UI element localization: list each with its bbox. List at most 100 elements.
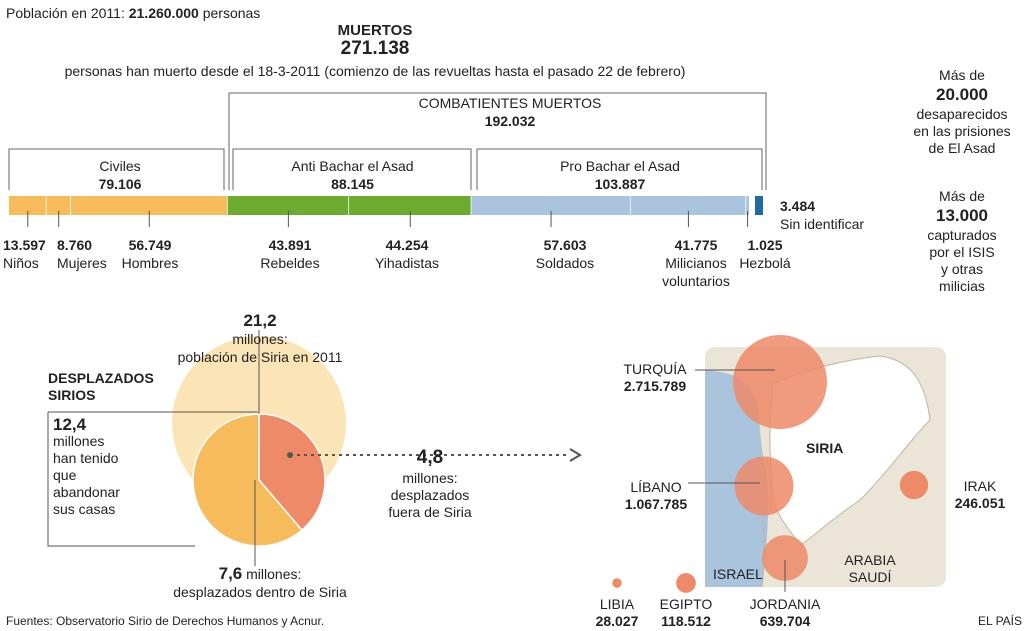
bar-ninos (9, 196, 47, 215)
note2-line: capturados (927, 227, 997, 243)
cat-rebeldes-label: Rebeldes (260, 255, 320, 271)
cat-hezbola-value: 1.025 (747, 237, 783, 253)
cat-ninos-value: 13.597 (3, 237, 46, 253)
cat-soldados: 57.603 Soldados (520, 236, 610, 272)
cat-rebeldes-value: 43.891 (268, 237, 312, 253)
civiles-bracket (8, 148, 225, 190)
credit: EL PAÍS (978, 614, 1023, 628)
cat-hombres-label: Hombres (121, 255, 179, 271)
stacked-bar (9, 196, 763, 215)
cat-hezbola: 1.025 Hezbolá (738, 236, 792, 272)
bar-hezbola (746, 196, 749, 215)
displaced-line: han tenido (53, 450, 119, 466)
cat-sin-label: Sin identificar (780, 216, 865, 232)
cat-rebeldes: 43.891 Rebeldes (245, 236, 335, 272)
displaced-line: millones (53, 433, 105, 449)
bar-mujeres (46, 196, 71, 215)
note1-line: desaparecidos (916, 106, 1008, 122)
saudi-line: SAUDÍ (848, 569, 892, 585)
note2-line: por el ISIS (929, 244, 995, 260)
anti-bracket (232, 148, 472, 190)
map-label-israel: ISRAEL (713, 566, 763, 582)
cat-hezbola-label: Hezbolá (739, 255, 791, 271)
cat-yihadistas: 44.254 Yihadistas (362, 236, 452, 272)
note1-line: en las prisiones (913, 123, 1011, 139)
cat-mujeres: 8.760 Mujeres (57, 236, 107, 272)
outside-block: 4,8 millones: desplazados fuera de Siria (370, 446, 490, 521)
displaced-line: que (53, 467, 77, 483)
egipto-name: EGIPTO (659, 596, 713, 612)
population-value-pie: 21,2 (243, 311, 277, 330)
map-country-label: SIRIA (806, 440, 844, 456)
deaths-title: MUERTOS (337, 22, 413, 39)
group-anti-name: Anti Bachar el Asad (291, 158, 414, 174)
arabia-line: ARABIA (844, 552, 896, 568)
slice-fuera (258, 413, 326, 532)
population-desc-pie: población de Siria en 2011 (177, 349, 343, 365)
cat-ninos-label: Niños (3, 255, 39, 271)
inside-block: 7,6 millones: desplazados dentro de Siri… (150, 565, 370, 601)
displaced-line: abandonar (53, 484, 120, 500)
combatants-bracket (228, 92, 767, 190)
displaced-value: 12,4 (53, 415, 87, 434)
group-civiles-total: 79.106 (98, 176, 142, 192)
bubble-libano (734, 456, 794, 516)
cat-milicianos-value: 41.775 (674, 237, 718, 253)
outside-line: desplazados (390, 487, 470, 503)
bar-soldados (471, 196, 631, 215)
turquia-value: 2.715.789 (623, 378, 687, 394)
outside-value: 4,8 (416, 447, 444, 468)
cat-hombres: 56.749 Hombres (110, 236, 190, 272)
bar-hombres (70, 196, 228, 215)
pie-title: DESPLAZADOS SIRIOS (48, 370, 154, 403)
sources: Fuentes: Observatorio Sirio de Derechos … (6, 614, 325, 628)
side-note-desaparecidos: Más de 20.000 desaparecidos en las prisi… (900, 67, 1024, 157)
group-civiles-name: Civiles (99, 158, 141, 174)
group-pro-total: 103.887 (594, 176, 646, 192)
displaced-block: 12,4 millones han tenido que abandonar s… (53, 416, 120, 518)
side-note-capturados: Más de 13.000 capturados por el ISIS y o… (900, 188, 1024, 295)
bar-sin-identificar (755, 196, 763, 215)
point-libano: LÍBANO 1.067.785 (612, 479, 700, 513)
combatants-total: 192.032 (484, 113, 536, 129)
bubble-turquia (733, 335, 827, 429)
group-pro-name: Pro Bachar el Asad (560, 158, 680, 174)
cat-milicianos: 41.775 Milicianos voluntarios (650, 236, 742, 290)
bar-milicianos (630, 196, 747, 215)
egipto-value: 118.512 (661, 613, 711, 629)
pro-bracket (476, 148, 763, 190)
slice-dentro (192, 413, 304, 547)
inside-value: 7,6 (218, 564, 243, 583)
libano-value: 1.067.785 (624, 496, 688, 512)
cat-mujeres-value: 8.760 (57, 237, 93, 253)
displaced-bracket (47, 411, 258, 547)
libia-value: 28.027 (595, 613, 639, 629)
note1-prefix: Más de (939, 67, 985, 83)
displaced-line: sus casas (53, 501, 116, 517)
point-turquia: TURQUÍA 2.715.789 (610, 361, 700, 395)
cat-hombres-value: 56.749 (128, 237, 172, 253)
irak-name: IRAK (963, 478, 997, 494)
bar-rebeldes (227, 196, 350, 215)
irak-value: 246.051 (954, 495, 1006, 511)
note2-line: milicias (939, 278, 985, 294)
point-jordania: JORDANIA 639.704 (740, 596, 830, 630)
bubble-jordania (762, 535, 808, 581)
outside-dot (287, 452, 293, 458)
cat-ninos: 13.597 Niños (3, 236, 46, 272)
note1-value: 20.000 (936, 85, 988, 104)
point-egipto: EGIPTO 118.512 (650, 596, 722, 630)
population-label-block: 21,2 millones: población de Siria en 201… (160, 312, 360, 366)
cat-mujeres-label: Mujeres (57, 255, 107, 271)
note2-line: y otras (940, 261, 983, 277)
bubble-libia (612, 578, 622, 588)
point-irak: IRAK 246.051 (946, 478, 1014, 512)
deaths-total: 271.138 (340, 38, 410, 59)
combatants-title: COMBATIENTES MUERTOS (418, 95, 602, 111)
bubble-irak (899, 470, 929, 500)
note2-prefix: Más de (939, 188, 985, 204)
map-label-arabia: ARABIA SAUDÍ (830, 552, 910, 586)
